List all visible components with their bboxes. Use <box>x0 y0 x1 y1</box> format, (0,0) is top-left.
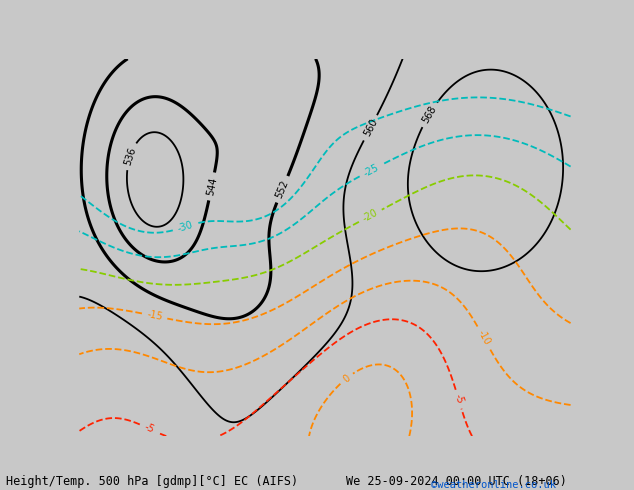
Text: -25: -25 <box>361 162 380 178</box>
Text: -15: -15 <box>146 310 164 322</box>
Text: Height/Temp. 500 hPa [gdmp][°C] EC (AIFS): Height/Temp. 500 hPa [gdmp][°C] EC (AIFS… <box>6 474 299 488</box>
Text: 560: 560 <box>361 117 379 138</box>
Text: ©weatheronline.co.uk: ©weatheronline.co.uk <box>431 480 556 490</box>
Text: 568: 568 <box>420 104 438 125</box>
Text: -5: -5 <box>142 422 155 435</box>
Text: -5: -5 <box>453 393 465 405</box>
Text: 0: 0 <box>341 372 352 384</box>
Text: -30: -30 <box>176 220 194 234</box>
Text: 544: 544 <box>205 176 219 196</box>
Text: -10: -10 <box>476 328 492 347</box>
Text: 536: 536 <box>122 146 138 167</box>
Text: -20: -20 <box>361 208 380 224</box>
Text: We 25-09-2024 00:00 UTC (18+06): We 25-09-2024 00:00 UTC (18+06) <box>346 474 566 488</box>
Text: 552: 552 <box>274 179 290 200</box>
